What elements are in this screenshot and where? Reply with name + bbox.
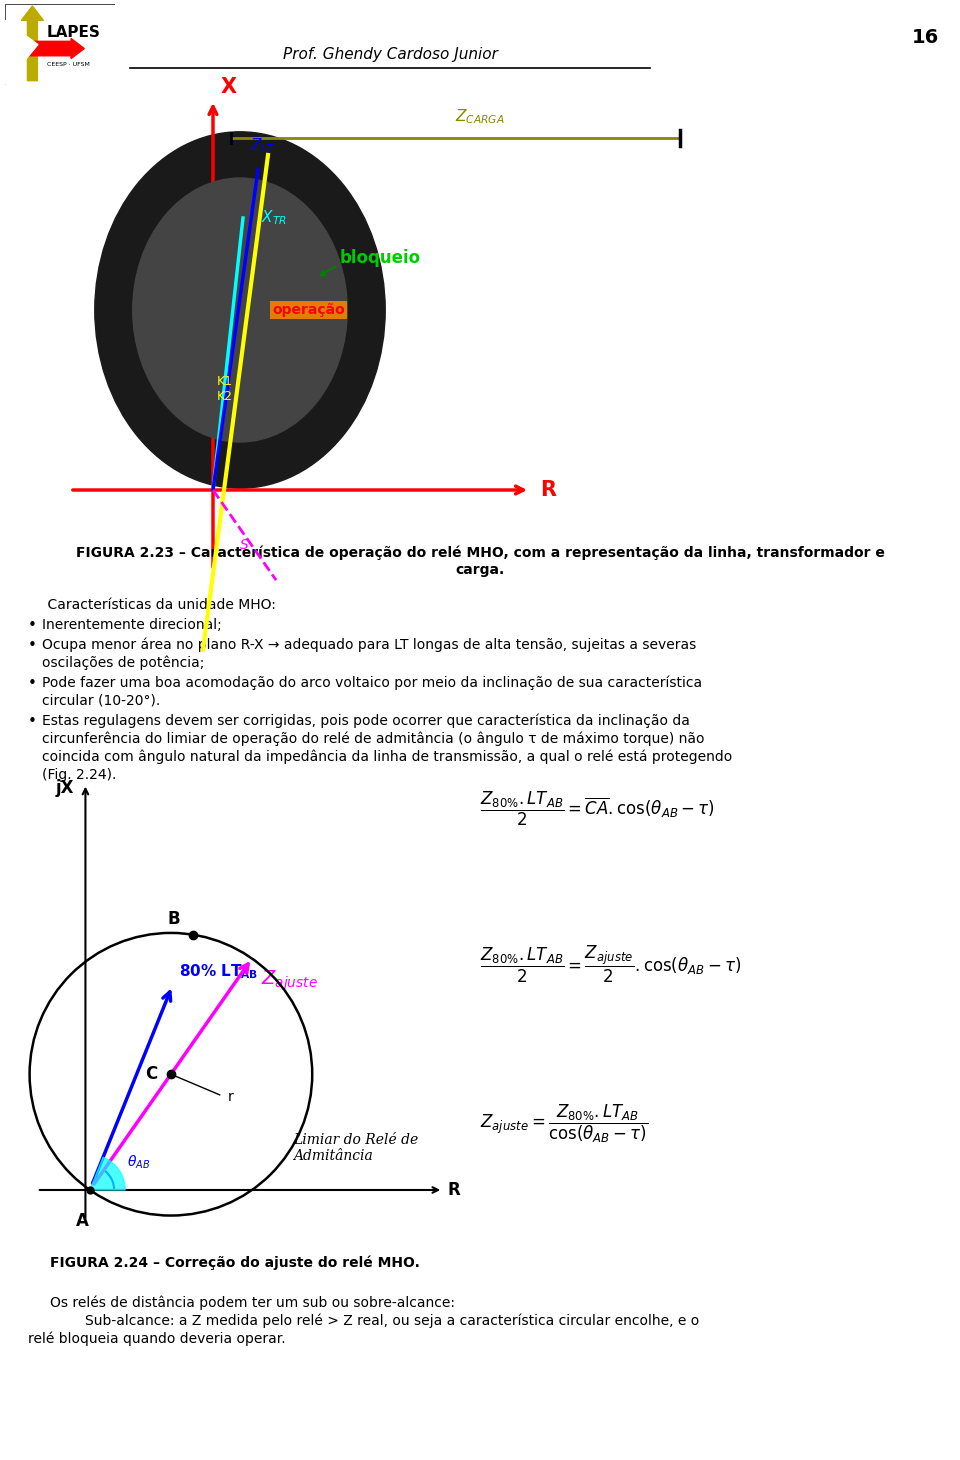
Text: jX: jX <box>56 780 74 797</box>
Wedge shape <box>90 1158 125 1190</box>
Text: bloqueio: bloqueio <box>340 250 421 267</box>
Text: Pode fazer uma boa acomodação do arco voltaico por meio da inclinação de sua car: Pode fazer uma boa acomodação do arco vo… <box>42 676 702 691</box>
Text: $\dfrac{Z_{80\%}.LT_{AB}}{2} = \dfrac{Z_{ajuste}}{2}.\cos(\theta_{AB} - \tau)$: $\dfrac{Z_{80\%}.LT_{AB}}{2} = \dfrac{Z_… <box>480 945 741 986</box>
Text: CEESP · UFSM: CEESP · UFSM <box>47 63 89 67</box>
Text: oscilações de potência;: oscilações de potência; <box>42 656 204 670</box>
Text: $Z_{ajuste} = \dfrac{Z_{80\%}.LT_{AB}}{\cos(\theta_{AB} - \tau)}$: $Z_{ajuste} = \dfrac{Z_{80\%}.LT_{AB}}{\… <box>480 1102 648 1145</box>
Text: •: • <box>28 638 36 653</box>
Text: A: A <box>77 1212 89 1231</box>
Text: Características da unidade MHO:: Características da unidade MHO: <box>30 599 276 612</box>
Text: C: C <box>145 1066 157 1083</box>
Text: FIGURA 2.24 – Correção do ajuste do relé MHO.: FIGURA 2.24 – Correção do ajuste do relé… <box>50 1256 420 1270</box>
Text: •: • <box>28 676 36 691</box>
FancyArrow shape <box>21 6 43 80</box>
Text: 16: 16 <box>911 28 939 47</box>
Text: Estas regulagens devem ser corrigidas, pois pode ocorrer que característica da i: Estas regulagens devem ser corrigidas, p… <box>42 714 690 729</box>
Polygon shape <box>5 20 38 85</box>
Text: B: B <box>167 910 180 927</box>
Text: $Z_{CARGA}$: $Z_{CARGA}$ <box>455 107 505 126</box>
Text: carga.: carga. <box>455 564 505 577</box>
Text: S: S <box>240 539 249 552</box>
Text: $\mathbf{80\%\ LT_{AB}}$: $\mathbf{80\%\ LT_{AB}}$ <box>180 962 259 981</box>
Text: circular (10-20°).: circular (10-20°). <box>42 694 160 708</box>
Text: circunferência do limiar de operação do relé de admitância (o ângulo τ de máximo: circunferência do limiar de operação do … <box>42 731 705 746</box>
Ellipse shape <box>95 131 385 488</box>
FancyArrow shape <box>11 38 84 58</box>
Text: Ocupa menor área no plano R-X → adequado para LT longas de alta tensão, sujeitas: Ocupa menor área no plano R-X → adequado… <box>42 638 696 653</box>
Text: LAPES: LAPES <box>47 25 101 39</box>
Text: •: • <box>28 618 36 634</box>
Text: K1
K2: K1 K2 <box>217 375 233 403</box>
Text: Os relés de distância podem ter um sub ou sobre-alcance:: Os relés de distância podem ter um sub o… <box>50 1295 455 1310</box>
Text: $X_{TR}$: $X_{TR}$ <box>261 209 287 228</box>
Text: Prof. Ghendy Cardoso Junior: Prof. Ghendy Cardoso Junior <box>282 47 497 61</box>
Text: R: R <box>447 1181 460 1199</box>
Text: •: • <box>28 714 36 729</box>
Text: $Z_{ajuste}$: $Z_{ajuste}$ <box>261 969 318 993</box>
Ellipse shape <box>132 178 348 442</box>
Text: r: r <box>228 1089 234 1104</box>
Text: Inerentemente direcional;: Inerentemente direcional; <box>42 618 222 632</box>
Text: Limiar do Relé de
Admitância: Limiar do Relé de Admitância <box>293 1133 419 1162</box>
Text: X: X <box>221 77 237 96</box>
Text: $\dfrac{Z_{80\%}.LT_{AB}}{2} = \overline{CA}.\cos(\theta_{AB} - \tau)$: $\dfrac{Z_{80\%}.LT_{AB}}{2} = \overline… <box>480 790 715 828</box>
Text: $\theta_{AB}$: $\theta_{AB}$ <box>127 1153 150 1171</box>
Text: coincida com ângulo natural da impedância da linha de transmissão, a qual o relé: coincida com ângulo natural da impedânci… <box>42 750 732 765</box>
Text: R: R <box>540 480 556 499</box>
Text: $Z_{LT}$: $Z_{LT}$ <box>250 136 276 155</box>
Text: Sub-alcance: a Z medida pelo relé > Z real, ou seja a característica circular en: Sub-alcance: a Z medida pelo relé > Z re… <box>85 1313 699 1327</box>
Text: relé bloqueia quando deveria operar.: relé bloqueia quando deveria operar. <box>28 1332 286 1346</box>
Text: (Fig. 2.24).: (Fig. 2.24). <box>42 768 116 783</box>
Text: operação: operação <box>272 304 345 317</box>
Text: FIGURA 2.23 – Característica de operação do relé MHO, com a representação da lin: FIGURA 2.23 – Característica de operação… <box>76 545 884 559</box>
